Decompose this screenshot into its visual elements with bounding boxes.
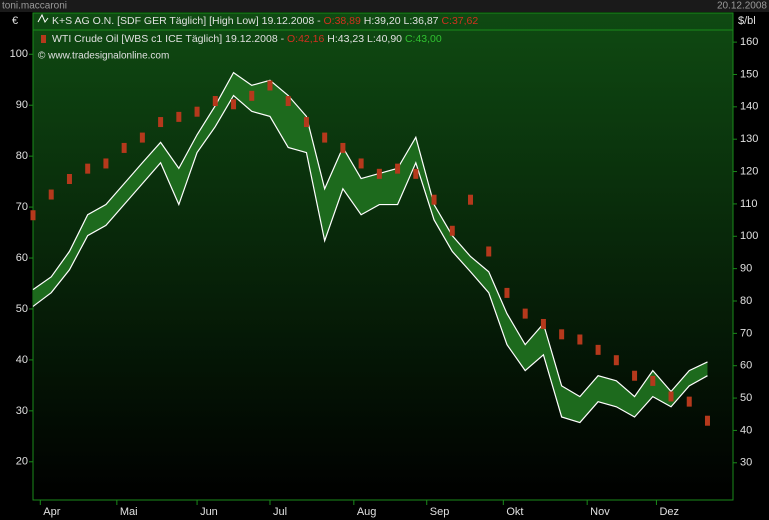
legend-part: O:38,89 <box>324 15 362 27</box>
user: toni.maccaroni <box>2 1 67 12</box>
candle <box>139 132 145 143</box>
candle <box>66 174 72 185</box>
candle <box>231 99 237 110</box>
plot-border <box>32 12 734 501</box>
candle <box>595 344 601 355</box>
candle <box>686 396 692 407</box>
low-line <box>32 94 708 424</box>
y-tick-label: 70 <box>16 201 28 213</box>
legend-entry: K+S AG O.N. [SDF GER Täglich] [High Low]… <box>52 15 478 27</box>
candle <box>158 117 164 128</box>
x-tick-label: Jun <box>200 506 218 518</box>
candle <box>121 142 127 153</box>
candle <box>704 415 710 426</box>
candle <box>613 355 619 366</box>
legend-part: K+S AG O.N. [SDF GER Täglich] [High Low] <box>52 15 259 27</box>
legend-entry: WTI Crude Oil [WBS c1 ICE Täglich] 19.12… <box>52 33 442 45</box>
candle <box>468 194 473 205</box>
candle <box>632 370 638 381</box>
candle <box>267 80 273 91</box>
legend-part: C:37,62 <box>441 15 478 27</box>
y2-tick-label: 150 <box>740 68 758 80</box>
y-tick-label: 50 <box>16 303 28 315</box>
candle <box>85 163 91 174</box>
candle <box>668 391 674 402</box>
legend-part: WTI Crude Oil [WBS c1 ICE Täglich] <box>52 33 222 45</box>
candle <box>194 106 200 117</box>
candle <box>285 96 291 107</box>
y2-tick-label: 70 <box>740 327 752 339</box>
x-tick-label: Mai <box>120 506 138 518</box>
candle <box>504 287 510 298</box>
x-tick-label: Nov <box>590 506 610 518</box>
candle <box>340 142 346 153</box>
legend-part: 19.12.2008 - <box>262 15 321 27</box>
y-tick-label: 20 <box>16 456 28 468</box>
candle <box>249 90 255 101</box>
candle <box>176 111 182 122</box>
y2-tick-label: 90 <box>740 263 752 275</box>
x-tick-label: Sep <box>430 506 450 518</box>
y-tick-label: 40 <box>16 354 28 366</box>
candle <box>577 334 583 345</box>
candle <box>30 210 36 221</box>
candle <box>358 158 364 169</box>
candle <box>395 163 401 174</box>
band-fill <box>33 72 708 423</box>
y2-tick-label: 140 <box>740 101 758 113</box>
x-tick-label: Dez <box>659 506 679 518</box>
legend-icon-band <box>37 13 49 23</box>
y2-tick-label: 110 <box>740 198 758 210</box>
y-tick-label: 60 <box>16 252 28 264</box>
candle <box>212 96 218 107</box>
y2-tick-label: 120 <box>740 165 758 177</box>
candle <box>303 117 309 128</box>
candle <box>376 168 382 179</box>
x-tick-label: Jul <box>273 506 287 518</box>
candle <box>322 132 328 143</box>
y-tick-label: 30 <box>16 405 28 417</box>
candle <box>559 329 565 340</box>
y2-tick-label: 160 <box>740 36 758 48</box>
y2-tick-label: 30 <box>740 457 752 469</box>
legend-part: 19.12.2008 - <box>225 33 284 45</box>
y2-tick-label: 60 <box>740 360 752 372</box>
legend-part: C:43,00 <box>405 33 442 45</box>
candle <box>486 246 492 257</box>
legend-part: H:43,23 L:40,90 <box>327 33 402 45</box>
candle <box>650 375 656 386</box>
date: 20.12.2008 <box>717 1 767 12</box>
x-tick-label: Okt <box>506 506 523 518</box>
candle <box>449 225 455 236</box>
y-tick-label: 80 <box>16 150 28 162</box>
legend-icon-candle <box>41 35 46 43</box>
candle <box>48 189 54 200</box>
y-axis-label: € <box>12 15 18 27</box>
candle <box>413 168 419 179</box>
y2-tick-label: 100 <box>740 230 758 242</box>
y2-tick-label: 130 <box>740 133 758 145</box>
y-tick-label: 90 <box>16 99 28 111</box>
x-tick-label: Aug <box>357 506 377 518</box>
y2-tick-label: 40 <box>740 424 752 436</box>
x-tick-label: Apr <box>43 506 60 518</box>
candle <box>103 158 109 169</box>
y2-tick-label: 80 <box>740 295 752 307</box>
high-line <box>32 71 708 398</box>
legend-part: O:42,16 <box>287 33 325 45</box>
candle <box>431 194 437 205</box>
y-tick-label: 100 <box>10 48 28 60</box>
legend-part: H:39,20 L:36,87 <box>364 15 439 27</box>
candle <box>540 318 546 329</box>
top-bar <box>0 0 769 12</box>
y2-axis-label: $/bl <box>738 15 756 27</box>
plot-area <box>33 13 733 500</box>
copyright: © www.tradesignalonline.com <box>38 51 169 62</box>
y2-tick-label: 50 <box>740 392 752 404</box>
candle <box>522 308 528 319</box>
